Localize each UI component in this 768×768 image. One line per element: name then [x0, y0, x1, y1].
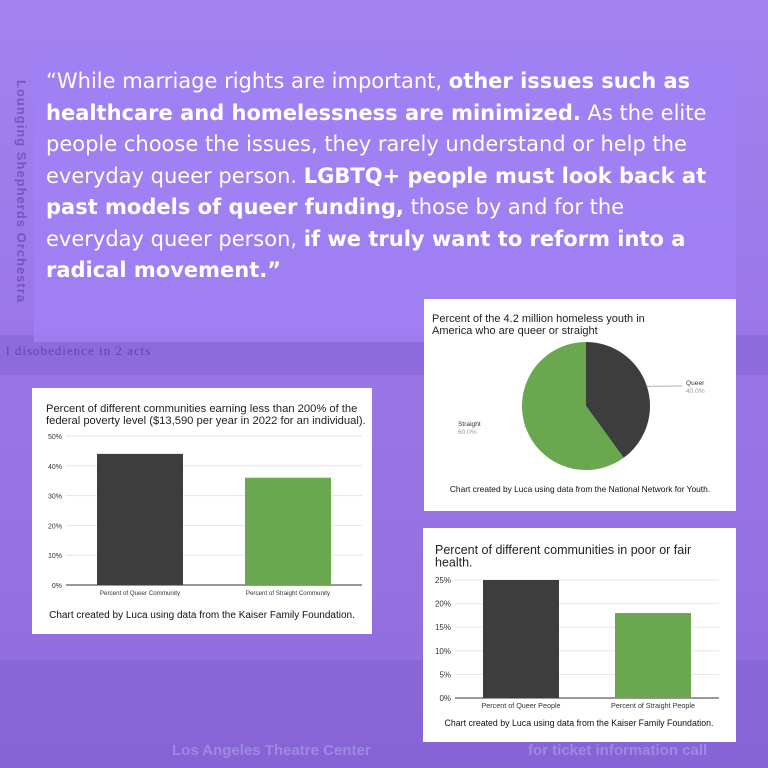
background-vertical-text: Lounging Shepherds Orchestra — [14, 80, 29, 304]
y-tick-label: 10% — [48, 553, 62, 560]
y-tick-label: 50% — [48, 434, 62, 441]
y-tick-label: 0% — [52, 583, 62, 590]
y-tick-label: 15% — [435, 623, 451, 632]
chart-card-poverty: Percent of different communities earning… — [32, 388, 372, 634]
chart-caption: Chart created by Luca using data from th… — [49, 610, 355, 621]
y-tick-label: 20% — [48, 523, 62, 530]
bar-queer — [97, 453, 183, 585]
pie-slice-value: 60.0% — [458, 429, 477, 436]
pie-slice-queer — [586, 342, 650, 458]
pie-slice-straight — [522, 342, 624, 470]
chart-title-line: America who are queer or straight — [432, 325, 598, 337]
homeless-youth-pie-chart: Percent of the 4.2 million homeless yout… — [432, 313, 710, 494]
pie-slice-label: Straight — [458, 421, 481, 428]
quote-box — [34, 52, 736, 342]
x-category-label: Percent of Straight Community — [246, 590, 331, 597]
background-footer-right: for ticket information call — [528, 742, 708, 759]
chart-title-line: Percent of different communities in poor… — [435, 543, 691, 557]
y-tick-label: 10% — [435, 647, 451, 656]
background-footer-left: Los Angeles Theatre Center — [172, 742, 371, 759]
y-tick-label: 25% — [435, 576, 451, 585]
quote-segment: As the elite people choose the issues, t… — [46, 100, 707, 188]
quote-segment: “While marriage rights are important, — [46, 69, 449, 93]
chart-title-line: Percent of the 4.2 million homeless yout… — [432, 313, 645, 325]
x-category-label: Percent of Queer People — [481, 701, 560, 710]
bar-straight — [245, 477, 331, 585]
x-category-label: Percent of Queer Community — [100, 590, 181, 597]
bar-queer — [483, 580, 559, 698]
quote-segment: if we truly want to reform into a radica… — [46, 226, 686, 283]
pie-leader-line — [523, 425, 526, 428]
y-tick-label: 5% — [439, 670, 451, 679]
pie-slice-value: 40.0% — [686, 388, 705, 395]
chart-title-line: Percent of different communities earning… — [46, 403, 357, 415]
y-tick-label: 30% — [48, 494, 62, 501]
quote-segment: LGBTQ+ people must look back at past mod… — [46, 163, 707, 220]
chart-card-homeless-youth: Percent of the 4.2 million homeless yout… — [424, 299, 736, 511]
chart-title-line: health. — [435, 556, 473, 570]
chart-title-line: federal poverty level ($13,590 per year … — [46, 415, 366, 427]
bar-straight — [615, 613, 691, 698]
chart-caption: Chart created by Luca using data from th… — [450, 484, 710, 494]
quote-segment: other issues such as healthcare and home… — [46, 69, 691, 125]
x-category-label: Percent of Straight People — [611, 701, 695, 710]
chart-caption: Chart created by Luca using data from th… — [445, 718, 714, 728]
y-tick-label: 0% — [439, 694, 451, 703]
pie-slice-label: Queer — [686, 380, 705, 387]
poverty-bar-chart: Percent of different communities earning… — [46, 403, 366, 621]
background-line-1: l disobedience in 2 acts — [6, 343, 152, 358]
quote-text: “While marriage rights are important, ot… — [46, 66, 726, 287]
quote-segment: those by and for the everyday queer pers… — [46, 195, 625, 251]
chart-card-health: Percent of different communities in poor… — [423, 528, 736, 742]
health-bar-chart: Percent of different communities in poor… — [435, 543, 719, 728]
y-tick-label: 40% — [48, 464, 62, 471]
y-tick-label: 20% — [435, 600, 451, 609]
